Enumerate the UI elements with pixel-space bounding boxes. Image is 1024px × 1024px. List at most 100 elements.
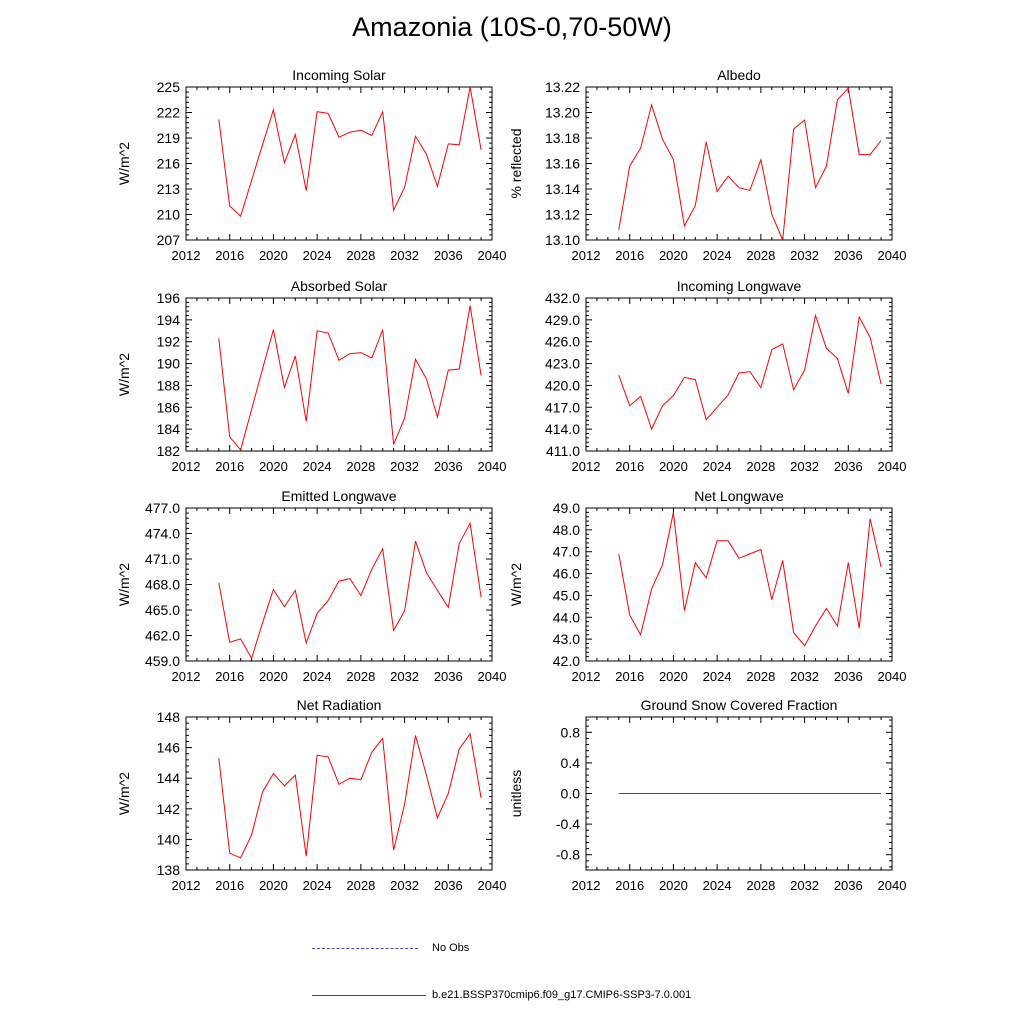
y-tick-label: 468.0 (145, 577, 180, 593)
x-tick-label: 2032 (790, 669, 819, 684)
y-tick-label: 219 (157, 130, 181, 146)
panel-4: Incoming Longwave 2012 2016 2020 2024 2028 203… (545, 278, 907, 474)
y-tick-label: 148 (157, 709, 181, 725)
y-tick-label: 423.0 (545, 356, 580, 372)
y-tick-label: 420.0 (545, 377, 580, 393)
y-tick-label: 414.0 (545, 421, 580, 437)
y-tick-label: 432.0 (545, 290, 580, 306)
y-tick-label: 44.0 (553, 609, 580, 625)
series-line (218, 521, 482, 660)
y-axis-label: W/m^2 (116, 353, 132, 396)
panel-5: Emitted Longwave 2012 2016 2020 2024 2028 2032… (116, 488, 506, 684)
panel-8: Ground Snow Covered Fraction 2012 2016 2020… (508, 697, 906, 893)
panel-title: Net Radiation (297, 697, 382, 713)
y-tick-label: 216 (157, 156, 181, 172)
panel-title: Emitted Longwave (281, 488, 396, 504)
y-tick-label: 213 (157, 181, 181, 197)
x-tick-label: 2020 (659, 248, 688, 263)
panel-title: Incoming Longwave (677, 278, 802, 294)
y-tick-label: 471.0 (145, 551, 180, 567)
x-tick-label: 2016 (215, 248, 244, 263)
x-tick-label: 2028 (346, 459, 375, 474)
series-line (218, 86, 482, 218)
panel-7: Net Radiation 2012 2016 2020 2024 2028 2032 203… (116, 697, 506, 893)
series-line (218, 732, 482, 859)
panel-title: Incoming Solar (292, 67, 386, 83)
y-tick-label: 0.4 (561, 755, 581, 771)
x-tick-label: 2012 (172, 248, 201, 263)
y-tick-label: 465.0 (145, 602, 180, 618)
legend-obs-label: No Obs (432, 942, 470, 954)
panel-title: Ground Snow Covered Fraction (641, 697, 838, 713)
y-tick-label: 210 (157, 207, 181, 223)
x-tick-label: 2028 (346, 669, 375, 684)
y-tick-label: 190 (157, 356, 181, 372)
y-tick-label: 184 (157, 421, 181, 437)
plot-frame (185, 507, 493, 662)
x-tick-label: 2016 (215, 459, 244, 474)
y-tick-label: 13.12 (545, 207, 580, 223)
y-tick-label: 182 (157, 443, 181, 459)
x-tick-label: 2020 (259, 459, 288, 474)
y-tick-label: -0.8 (556, 847, 580, 863)
y-tick-label: 13.22 (545, 79, 580, 95)
x-tick-label: 2020 (259, 669, 288, 684)
panel-1: Incoming Solar 2012 2016 2020 2024 2028 2032 20… (116, 67, 506, 263)
x-tick-label: 2012 (572, 878, 601, 893)
x-tick-label: 2024 (703, 878, 732, 893)
x-tick-label: 2024 (703, 459, 732, 474)
x-tick-label: 2032 (790, 878, 819, 893)
x-tick-label: 2036 (434, 669, 463, 684)
y-tick-label: 474.0 (145, 526, 180, 542)
y-tick-label: 49.0 (553, 500, 580, 516)
x-tick-label: 2016 (615, 878, 644, 893)
x-tick-label: 2040 (478, 878, 507, 893)
y-tick-label: 146 (157, 740, 181, 756)
x-tick-label: 2040 (478, 669, 507, 684)
y-axis-label: W/m^2 (508, 563, 524, 606)
series-line (218, 305, 482, 451)
legend-obs-line (312, 948, 418, 949)
y-tick-label: 411.0 (546, 443, 580, 459)
x-tick-label: 2040 (478, 248, 507, 263)
y-tick-label: 13.16 (545, 156, 580, 172)
x-tick-label: 2032 (790, 248, 819, 263)
x-tick-label: 2020 (659, 878, 688, 893)
x-tick-label: 2020 (659, 459, 688, 474)
legend-model-label: b.e21.BSSP370cmip6.f09_g17.CMIP6-SSP3-7.… (432, 989, 692, 1001)
y-tick-label: 196 (157, 290, 181, 306)
x-tick-label: 2016 (215, 878, 244, 893)
x-tick-label: 2040 (878, 248, 907, 263)
x-tick-label: 2028 (746, 248, 775, 263)
panel-3: Absorbed Solar 2012 2016 2020 2024 2028 2032 20… (116, 278, 506, 474)
y-tick-label: 426.0 (545, 334, 580, 350)
x-tick-label: 2012 (572, 669, 601, 684)
x-tick-label: 2028 (746, 669, 775, 684)
x-tick-label: 2024 (703, 248, 732, 263)
y-tick-label: 13.18 (545, 130, 580, 146)
y-tick-label: 46.0 (553, 566, 580, 582)
y-tick-label: 42.0 (553, 653, 580, 669)
x-tick-label: 2036 (434, 248, 463, 263)
y-tick-label: 194 (157, 312, 181, 328)
x-tick-label: 2020 (259, 248, 288, 263)
y-tick-label: 0.0 (561, 786, 581, 802)
x-tick-label: 2032 (390, 878, 419, 893)
y-tick-label: 144 (157, 770, 181, 786)
x-tick-label: 2036 (834, 878, 863, 893)
y-tick-label: 192 (157, 334, 181, 350)
x-tick-label: 2040 (878, 669, 907, 684)
series-line (618, 87, 882, 241)
x-tick-label: 2036 (434, 459, 463, 474)
y-axis-label: W/m^2 (116, 772, 132, 815)
x-tick-label: 2028 (346, 248, 375, 263)
x-tick-label: 2012 (172, 669, 201, 684)
y-tick-label: 13.10 (545, 232, 580, 248)
y-tick-label: 47.0 (553, 544, 580, 560)
x-tick-label: 2040 (878, 878, 907, 893)
x-tick-label: 2036 (834, 669, 863, 684)
y-tick-label: 45.0 (553, 587, 580, 603)
x-tick-label: 2016 (615, 459, 644, 474)
x-tick-label: 2024 (303, 248, 332, 263)
x-tick-label: 2028 (746, 878, 775, 893)
